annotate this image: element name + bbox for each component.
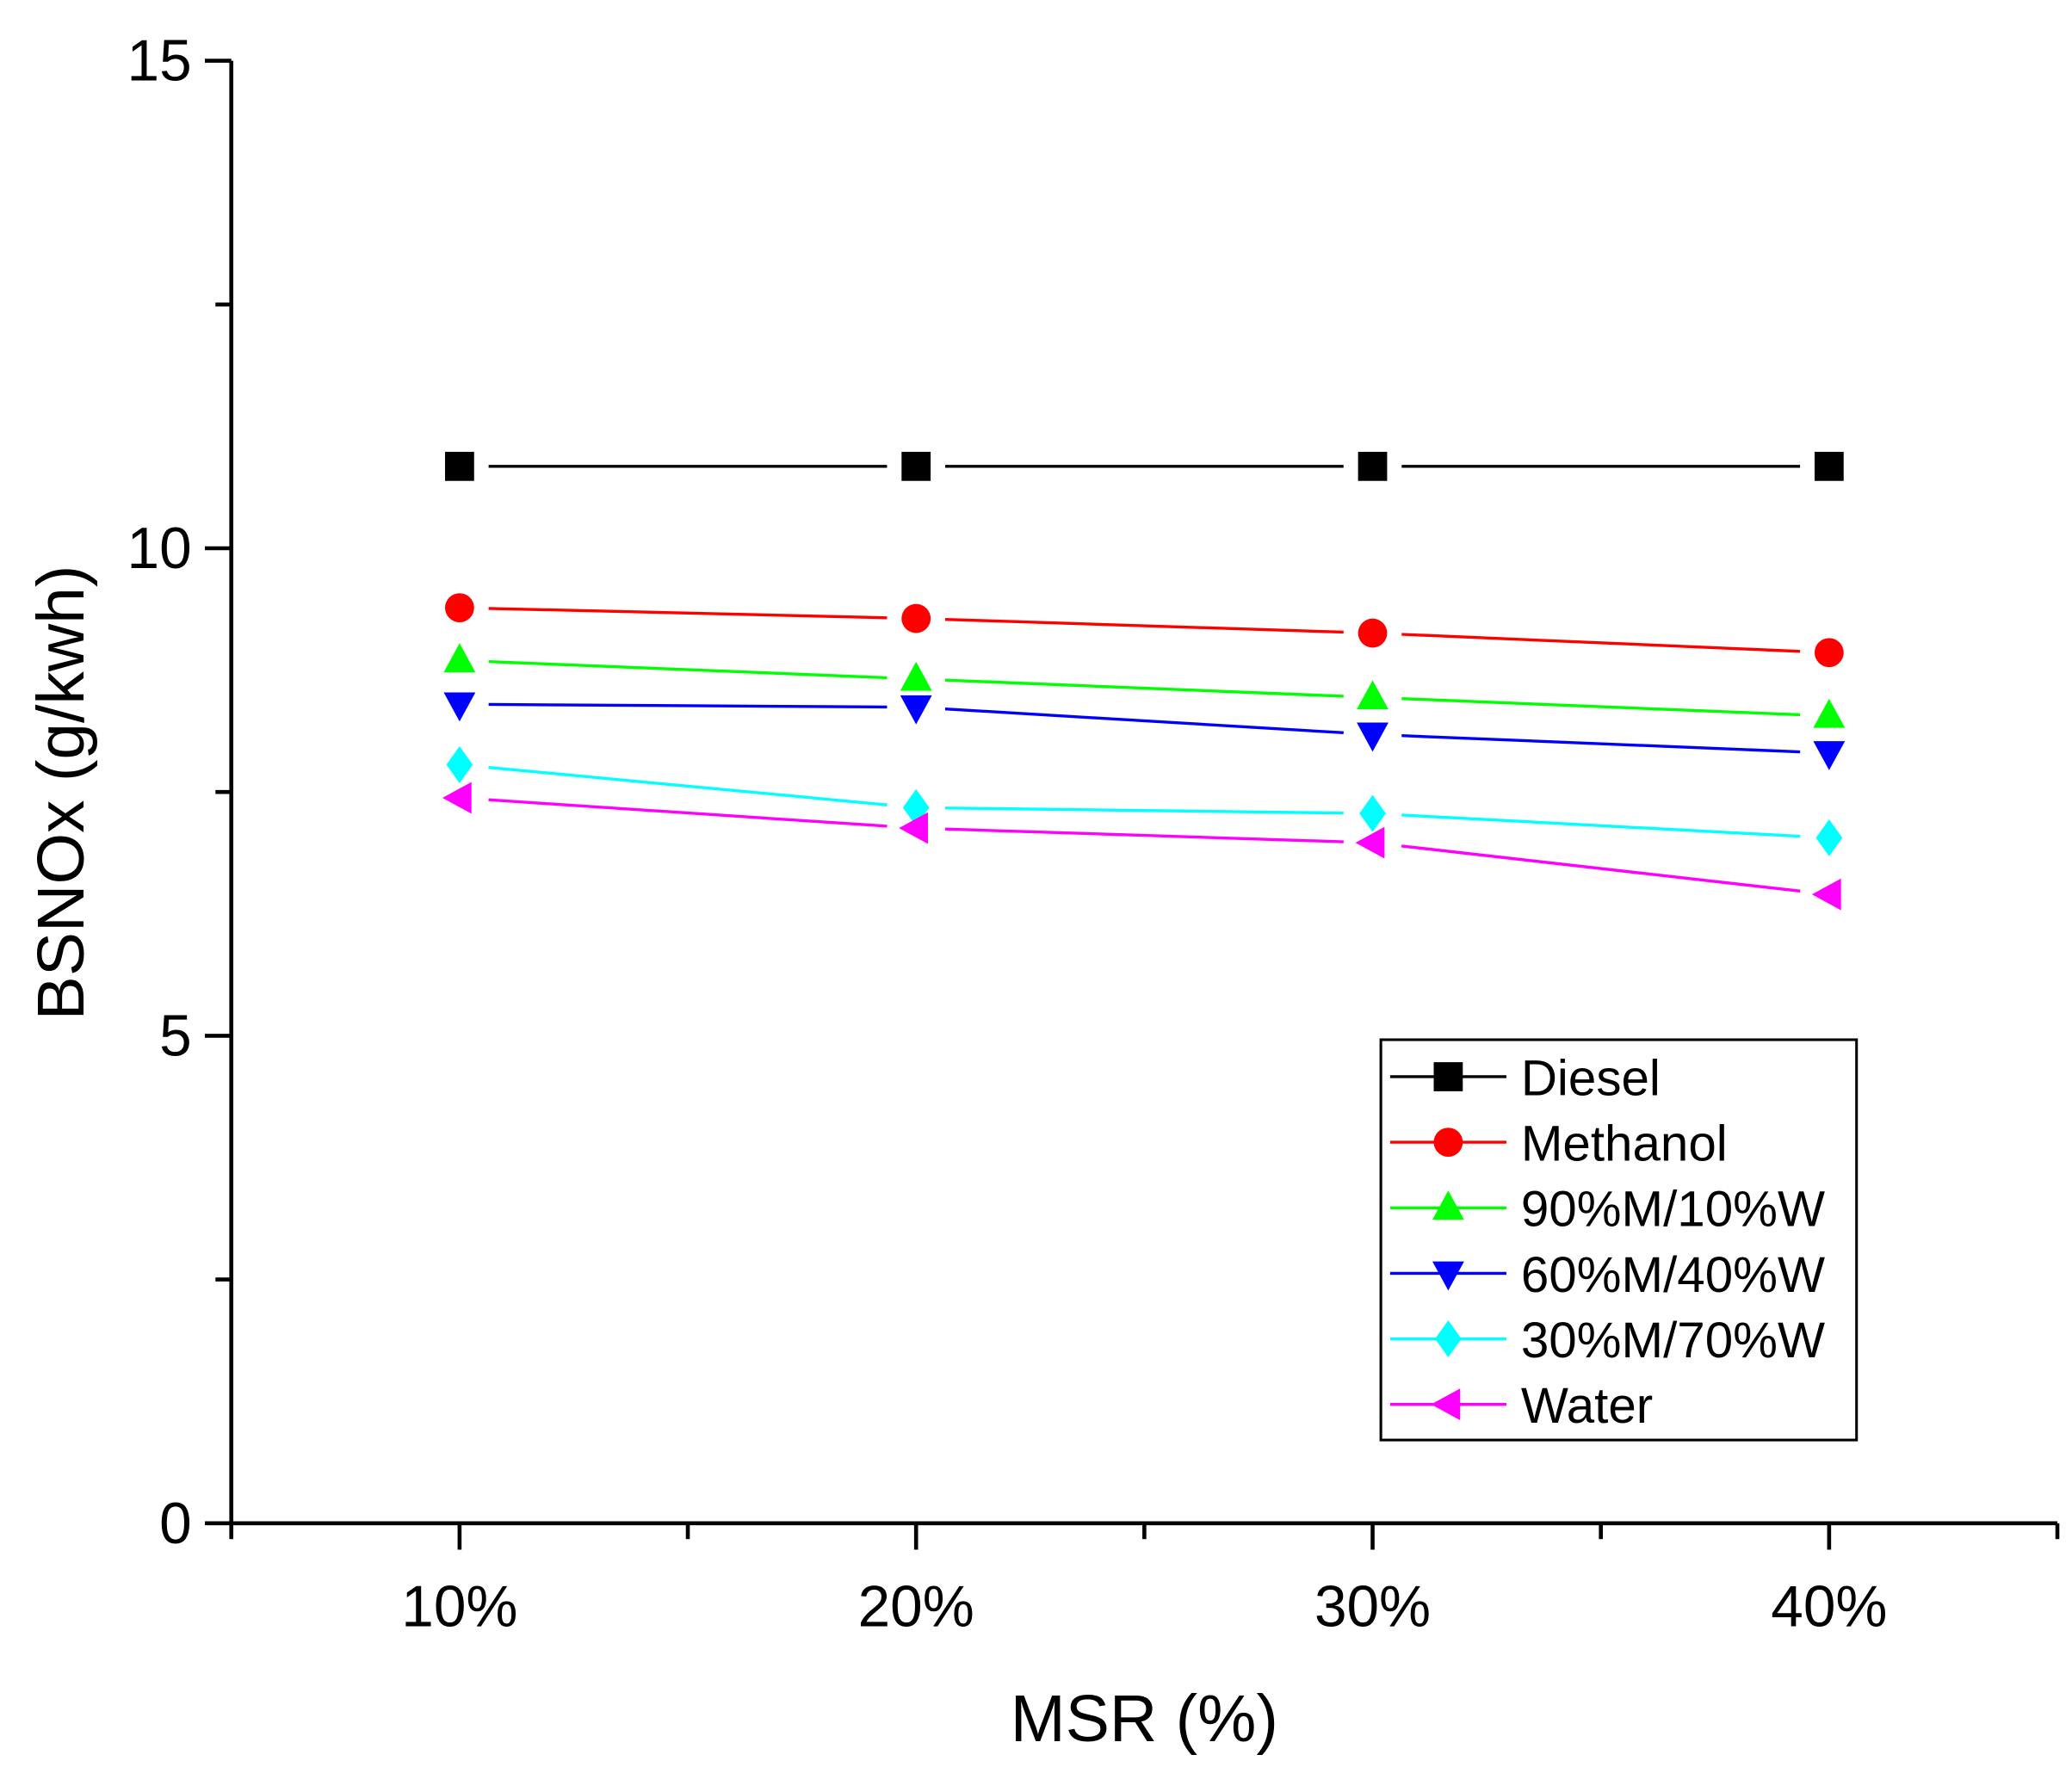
marker-triangle-left: [1811, 878, 1841, 911]
marker-circle: [1433, 1128, 1463, 1158]
legend-item: 60%M/40%W: [1389, 1247, 1825, 1303]
marker-diamond: [1359, 794, 1386, 832]
marker-triangle-down: [900, 695, 932, 725]
series-line-segment: [944, 806, 1344, 815]
legend-label: Methanol: [1521, 1116, 1728, 1172]
marker-diamond: [446, 745, 473, 783]
series-line-segment: [488, 607, 888, 620]
x-tick-label: 30%: [1314, 1575, 1431, 1640]
marker-triangle-down: [1357, 722, 1389, 752]
marker-square: [1433, 1062, 1463, 1091]
legend-label: Diesel: [1521, 1050, 1661, 1106]
marker-diamond: [1815, 819, 1843, 856]
series-60-m-40-w: [443, 692, 1846, 770]
y-tick-label: 10: [127, 516, 192, 581]
marker-triangle-left: [1355, 826, 1385, 859]
series-line-segment: [488, 798, 888, 828]
series-line-segment: [944, 678, 1344, 698]
legend-label: 90%M/10%W: [1521, 1182, 1825, 1238]
series-diesel: [444, 451, 1844, 481]
marker-triangle-down: [1432, 1261, 1464, 1291]
series-methanol: [444, 593, 1844, 668]
y-tick-label: 5: [159, 1004, 192, 1068]
legend-item: Water: [1389, 1378, 1653, 1434]
legend-label: 30%M/70%W: [1521, 1313, 1825, 1368]
legend-item: Diesel: [1389, 1050, 1661, 1106]
y-axis-label: BSNOx (g/kwh): [25, 565, 98, 1021]
marker-triangle-up: [1813, 698, 1846, 728]
legend-label: Water: [1521, 1378, 1653, 1434]
series-90-m-10-w: [443, 643, 1846, 728]
marker-triangle-up: [900, 661, 932, 691]
marker-triangle-up: [1357, 680, 1389, 710]
marker-triangle-up: [1432, 1190, 1464, 1220]
series-30-m-70-w: [446, 745, 1843, 856]
marker-triangle-left: [442, 782, 472, 814]
marker-triangle-left: [899, 812, 929, 844]
series-line-segment: [944, 707, 1344, 735]
y-tick-label: 0: [159, 1492, 192, 1556]
series-line-segment: [1401, 813, 1801, 838]
series-line-segment: [944, 617, 1344, 634]
series-line-segment: [488, 702, 888, 709]
legend: Diesel Methanol 90%M/10%W 60%M/40%W 30%M/70%…: [1379, 1038, 1859, 1442]
legend-box: [1379, 1038, 1859, 1442]
series-line-segment: [488, 765, 888, 806]
legend-label: 60%M/40%W: [1521, 1247, 1825, 1303]
marker-triangle-up: [443, 643, 476, 673]
legend-item: Methanol: [1389, 1116, 1728, 1172]
marker-triangle-down: [443, 692, 476, 722]
marker-square: [901, 451, 931, 481]
legend-item: 90%M/10%W: [1389, 1182, 1825, 1238]
series-line-segment: [488, 659, 888, 680]
y-tick-label: 15: [127, 29, 192, 94]
marker-square: [1814, 451, 1844, 481]
marker-square: [444, 451, 474, 481]
x-axis-label: MSR (%): [1011, 1683, 1278, 1756]
axes: 0 5 10 15 10% 20% 30% 40%: [127, 29, 2060, 1640]
series-line-segment: [1401, 697, 1801, 717]
series-line-segment: [1401, 844, 1801, 893]
marker-circle: [901, 603, 931, 633]
marker-triangle-down: [1813, 741, 1846, 770]
marker-triangle-left: [1431, 1388, 1461, 1421]
series-line-segment: [1401, 734, 1801, 754]
series-layer: [442, 451, 1846, 911]
series-line-segment: [944, 827, 1344, 843]
marker-square: [1358, 451, 1388, 481]
marker-diamond: [1435, 1320, 1462, 1358]
x-tick-label: 40%: [1771, 1575, 1887, 1640]
marker-circle: [1358, 618, 1388, 648]
marker-circle: [444, 593, 474, 622]
marker-circle: [1814, 638, 1844, 668]
series-line-segment: [1401, 633, 1801, 653]
legend-item: 30%M/70%W: [1389, 1313, 1825, 1368]
x-tick-label: 10%: [401, 1575, 517, 1640]
x-tick-label: 20%: [858, 1575, 974, 1640]
series-water: [442, 782, 1841, 911]
